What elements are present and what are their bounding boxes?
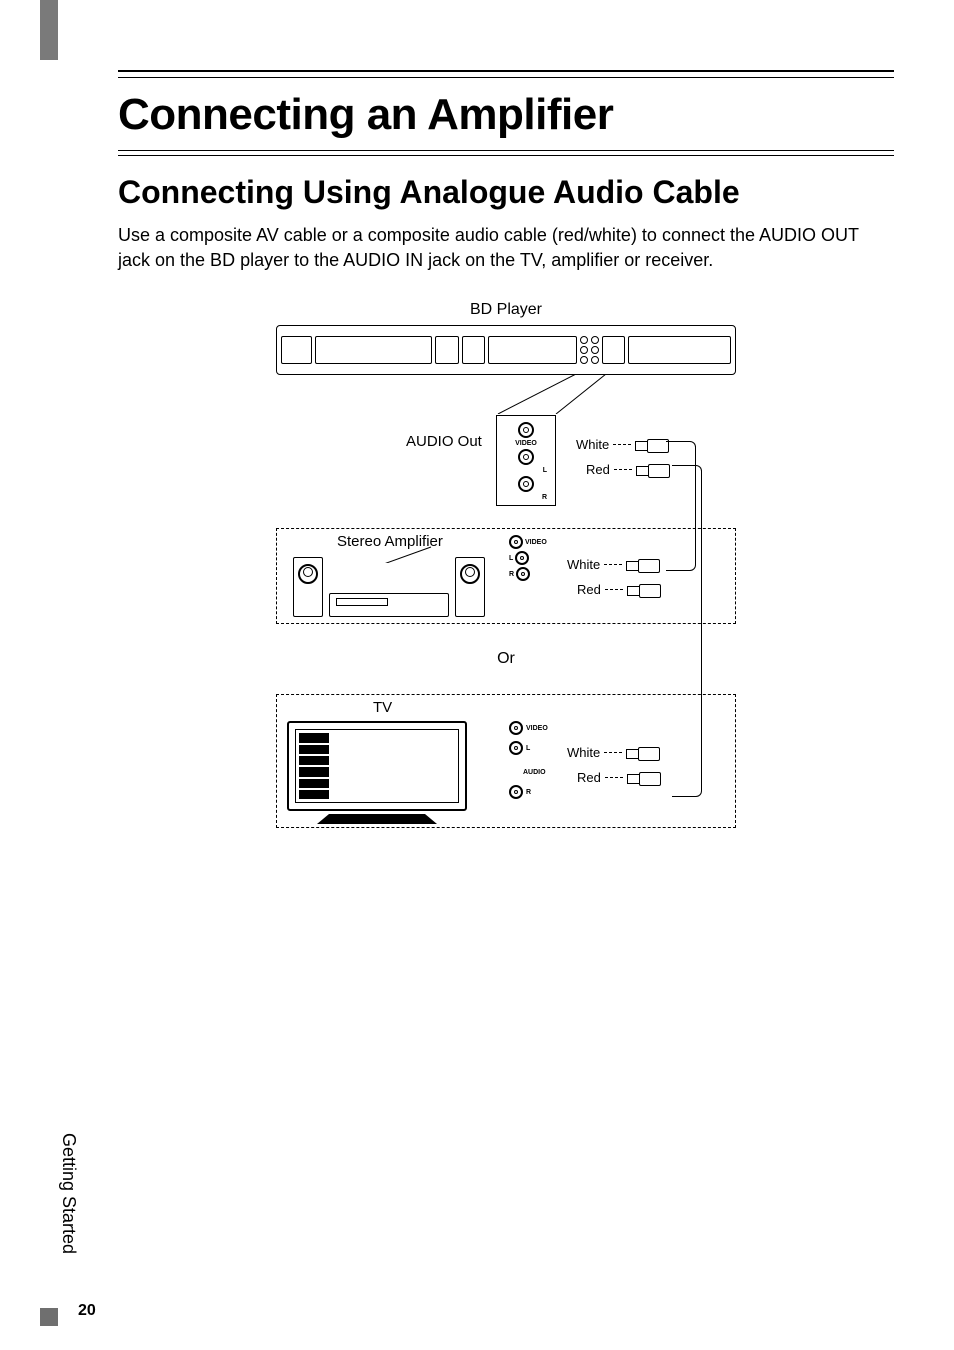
jack-l-label: L bbox=[499, 467, 553, 474]
bd-player-label: BD Player bbox=[276, 301, 736, 319]
rule-top bbox=[118, 70, 894, 78]
tv-box: TV VIDEO L AUDIO bbox=[276, 694, 736, 828]
or-label: Or bbox=[276, 650, 736, 668]
rule-mid bbox=[118, 150, 894, 156]
audio-out-label: AUDIO Out bbox=[406, 433, 482, 450]
plug-white-label: White bbox=[567, 745, 600, 760]
bd-audio-out-jacks: VIDEO L R bbox=[496, 415, 556, 506]
tv-in-jacks: VIDEO L AUDIO R bbox=[509, 721, 548, 799]
tv-plugs: White Red bbox=[567, 745, 661, 785]
amplifier-box: Stereo Amplifier VIDEO L R bbox=[276, 528, 736, 624]
speaker-icon bbox=[293, 557, 323, 617]
rca-plug-icon bbox=[626, 559, 660, 571]
zoom-lines-icon bbox=[276, 374, 736, 414]
amp-plugs: White Red bbox=[567, 557, 661, 597]
rca-plug-icon bbox=[635, 439, 669, 451]
rca-plug-icon bbox=[627, 772, 661, 784]
diagram: BD Player bbox=[118, 301, 894, 828]
bd-player-device bbox=[276, 325, 736, 375]
amplifier-icon bbox=[329, 593, 449, 617]
plug-red-label: Red bbox=[577, 770, 601, 785]
jack-r-label: R bbox=[499, 494, 553, 501]
speaker-icon bbox=[455, 557, 485, 617]
amp-in-jacks: VIDEO L R bbox=[509, 535, 547, 581]
page-title-h2: Connecting Using Analogue Audio Cable bbox=[118, 174, 894, 211]
plug-white-label: White bbox=[576, 437, 609, 452]
body-paragraph: Use a composite AV cable or a composite … bbox=[118, 223, 894, 273]
footer-tab bbox=[40, 1270, 58, 1326]
page-number: 20 bbox=[78, 1302, 96, 1320]
rca-plug-icon bbox=[626, 747, 660, 759]
rca-plug-icon bbox=[627, 584, 661, 596]
pointer-line-icon bbox=[321, 543, 441, 563]
page-content: Connecting an Amplifier Connecting Using… bbox=[118, 70, 894, 828]
plug-white-label: White bbox=[567, 557, 600, 572]
rca-plug-icon bbox=[636, 464, 670, 476]
page-title-h1: Connecting an Amplifier bbox=[118, 90, 894, 140]
plug-red-label: Red bbox=[577, 582, 601, 597]
plug-red-label: Red bbox=[586, 462, 610, 477]
bd-plugs: White Red bbox=[576, 437, 670, 477]
side-tab bbox=[40, 0, 58, 60]
tv-label: TV bbox=[373, 699, 392, 716]
section-label: Getting Started bbox=[58, 1133, 79, 1254]
jack-video-label: VIDEO bbox=[499, 440, 553, 447]
tv-icon bbox=[287, 721, 467, 824]
